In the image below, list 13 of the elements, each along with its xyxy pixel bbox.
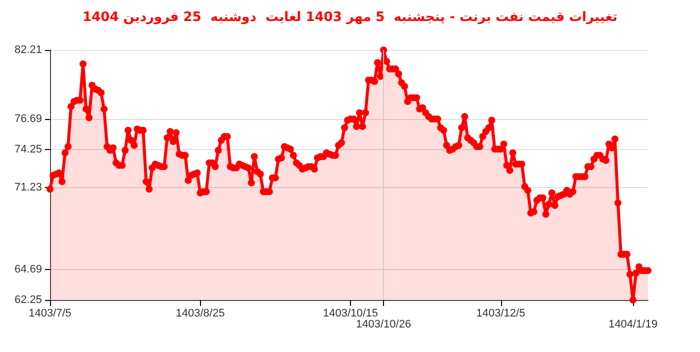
x-tick-label: 1403/12/5 <box>476 308 526 320</box>
x-tick-label: 1403/7/5 <box>28 308 72 320</box>
y-tick-label: 62.25 <box>14 294 42 306</box>
x-tick-label: 1403/10/15 <box>322 308 378 320</box>
chart-title: تغییرات قیمت نفت برنت - پنجشنبه 5 مهر 1403 لغایت دوشنبه 25 فروردین 1404 <box>82 10 618 25</box>
x-tick-label: 1403/8/25 <box>176 308 225 320</box>
y-tick-label: 82.21 <box>14 44 42 56</box>
x-tick-label: 1403/10/26 <box>356 318 412 330</box>
y-tick-label: 71.23 <box>14 182 42 194</box>
y-tick-label: 76.69 <box>14 113 42 126</box>
y-tick-label: 64.69 <box>14 263 42 276</box>
x-tick-label: 1404/1/19 <box>608 318 658 330</box>
y-tick-label: 74.25 <box>14 144 42 156</box>
